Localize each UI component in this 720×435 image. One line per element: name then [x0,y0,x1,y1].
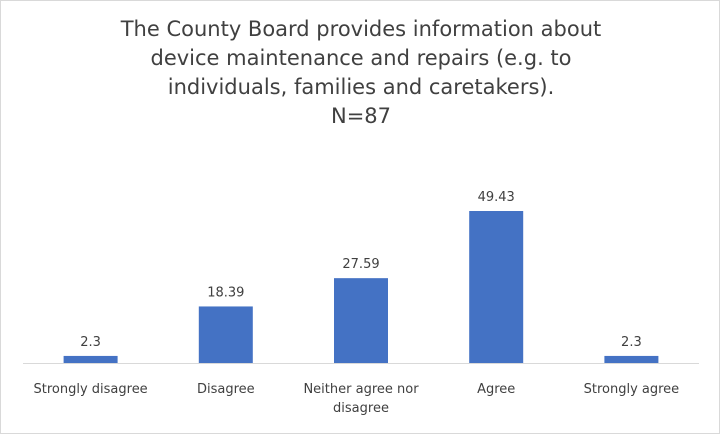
bar [63,355,118,363]
category-label: Strongly agree [584,382,680,397]
bar [198,306,253,363]
data-label: 49.43 [478,190,515,205]
data-label: 2.3 [621,335,642,350]
data-label: 2.3 [80,335,101,350]
category-label: Strongly disagree [33,382,147,397]
category-label: Agree [477,382,515,397]
data-label: 27.59 [342,257,379,272]
chart-title-line: N=87 [330,104,392,128]
chart-title-line: The County Board provides information ab… [120,17,602,41]
bar [334,278,388,363]
bar [469,211,524,363]
category-label: Neither agree nor [303,382,419,397]
bar [604,355,659,363]
data-label: 18.39 [207,285,244,300]
category-label: disagree [333,401,389,416]
chart-title: The County Board provides information ab… [41,15,681,131]
chart-title-line: individuals, families and caretakers). [167,75,555,99]
chart-title-line: device maintenance and repairs (e.g. to [150,46,572,70]
category-label: Disagree [197,382,255,397]
